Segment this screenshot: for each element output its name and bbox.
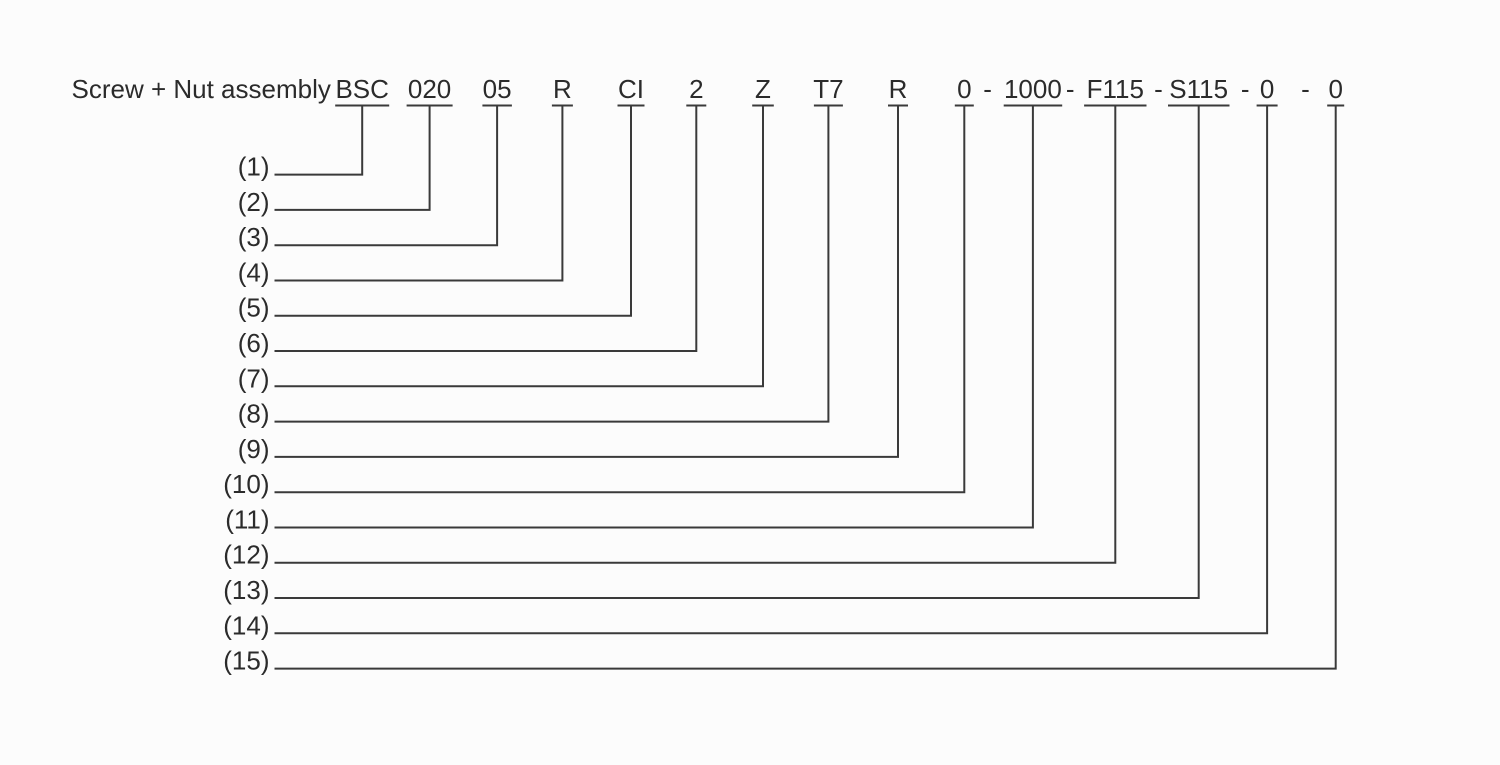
- svg-text:S115: S115: [1169, 74, 1228, 104]
- svg-text:2: 2: [689, 74, 703, 104]
- svg-text:(13): (13): [223, 575, 269, 605]
- svg-text:(2): (2): [238, 187, 270, 217]
- svg-text:-: -: [1241, 74, 1250, 104]
- svg-text:-: -: [1066, 74, 1075, 104]
- svg-text:(8): (8): [238, 399, 270, 429]
- svg-text:(5): (5): [238, 293, 270, 323]
- svg-text:(9): (9): [238, 434, 270, 464]
- svg-text:-: -: [1154, 74, 1163, 104]
- svg-text:-: -: [1301, 74, 1310, 104]
- svg-text:(11): (11): [225, 505, 269, 535]
- svg-text:R: R: [889, 74, 908, 104]
- svg-text:T7: T7: [813, 74, 843, 104]
- svg-text:(4): (4): [238, 258, 270, 288]
- svg-text:(15): (15): [223, 646, 269, 676]
- svg-text:F115: F115: [1087, 74, 1144, 104]
- svg-text:0: 0: [1260, 74, 1274, 104]
- svg-text:(6): (6): [238, 328, 270, 358]
- svg-text:(3): (3): [238, 222, 270, 252]
- svg-text:05: 05: [483, 74, 512, 104]
- svg-text:Z: Z: [755, 74, 771, 104]
- svg-text:CI: CI: [618, 74, 644, 104]
- svg-text:020: 020: [408, 74, 451, 104]
- svg-text:-: -: [983, 74, 992, 104]
- svg-text:(1): (1): [238, 152, 270, 182]
- svg-text:1000: 1000: [1004, 74, 1062, 104]
- svg-text:(10): (10): [223, 469, 269, 499]
- svg-text:(14): (14): [223, 610, 269, 640]
- svg-text:(7): (7): [238, 363, 270, 393]
- svg-text:BSC: BSC: [335, 74, 388, 104]
- svg-text:0: 0: [957, 74, 971, 104]
- svg-text:(12): (12): [223, 540, 269, 570]
- svg-text:R: R: [553, 74, 572, 104]
- svg-text:Screw + Nut assembly: Screw + Nut assembly: [72, 74, 331, 104]
- svg-text:0: 0: [1328, 74, 1342, 104]
